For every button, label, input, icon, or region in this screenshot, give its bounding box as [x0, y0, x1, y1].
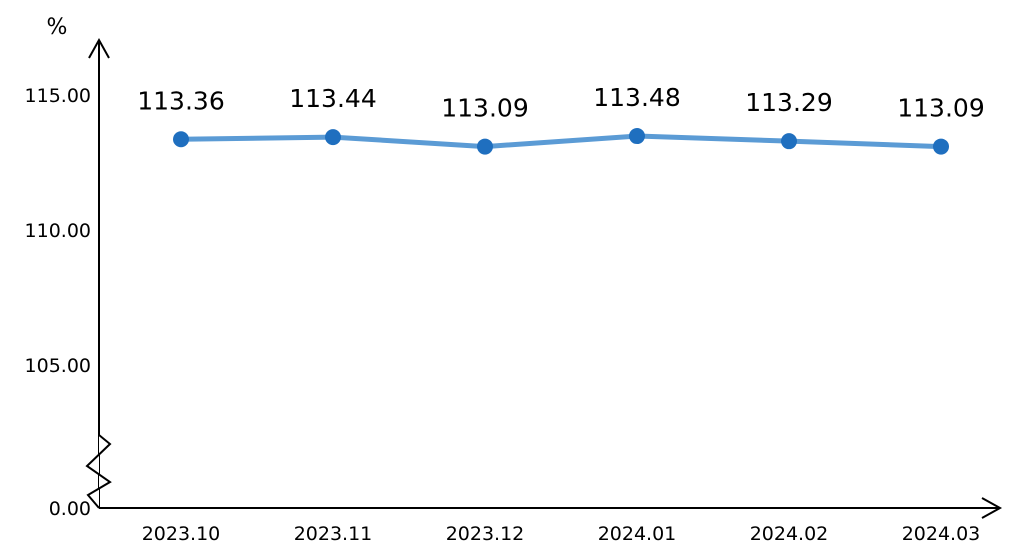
x-tick-label-4: 2024.02 [750, 523, 829, 545]
data-point-2 [477, 138, 493, 155]
series-layer: 113.36 113.44 113.09 113.48 113.29 113.09 [137, 83, 985, 155]
y-tick-label-3: 115.00 [25, 85, 91, 107]
x-axis-arrowhead [981, 497, 1003, 519]
data-point-1 [325, 129, 341, 146]
data-label-5: 113.09 [897, 94, 984, 123]
x-tick-label-2: 2023.12 [446, 523, 525, 545]
x-tick-label-1: 2023.11 [294, 523, 373, 545]
y-axis-arrowhead [88, 37, 110, 59]
series-line-0 [178, 133, 944, 150]
data-point-5 [933, 138, 949, 155]
y-tick-label-2: 110.00 [25, 220, 91, 242]
data-label-0: 113.36 [137, 86, 224, 115]
data-label-3: 113.48 [593, 83, 680, 112]
data-point-0 [173, 131, 189, 148]
y-tick-label-0: 0.00 [49, 498, 91, 520]
y-tick-labels: 0.00 105.00 110.00 115.00 [25, 85, 91, 520]
data-point-3 [629, 128, 645, 145]
x-tick-label-3: 2024.01 [598, 523, 677, 545]
data-point-4 [781, 133, 797, 150]
data-label-2: 113.09 [441, 94, 528, 123]
y-axis [85, 37, 112, 509]
y-axis-break-mark [85, 434, 112, 509]
data-label-4: 113.29 [745, 88, 832, 117]
x-axis [99, 497, 1003, 519]
x-tick-label-0: 2023.10 [142, 523, 221, 545]
x-tick-label-5: 2024.03 [902, 523, 981, 545]
x-tick-labels: 2023.10 2023.11 2023.12 2024.01 2024.02 2024.… [142, 523, 981, 545]
y-tick-label-1: 105.00 [25, 355, 91, 377]
y-unit-label: % [47, 15, 68, 40]
data-label-1: 113.44 [289, 84, 376, 113]
